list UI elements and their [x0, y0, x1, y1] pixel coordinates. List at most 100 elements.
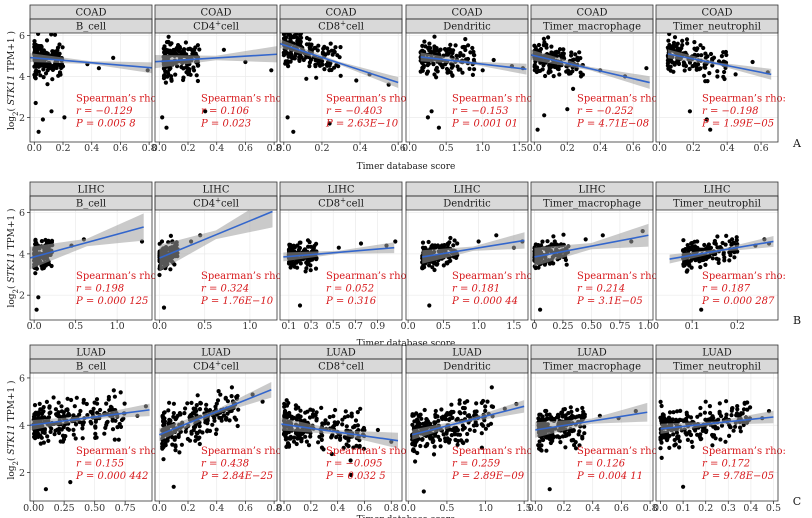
data-point: [699, 437, 703, 441]
data-point: [292, 440, 296, 444]
data-point: [112, 388, 116, 392]
data-point: [580, 436, 584, 440]
data-point: [552, 74, 556, 78]
data-point: [666, 61, 670, 65]
stat-heading: Spearman’s rho:: [452, 446, 536, 457]
x-tick-label: 0.0: [152, 503, 167, 514]
data-point: [672, 41, 676, 45]
data-point: [676, 436, 680, 440]
data-point: [218, 393, 222, 397]
data-point: [698, 43, 702, 47]
data-point: [236, 424, 240, 428]
data-point: [185, 401, 189, 405]
x-tick-label: 0.1: [685, 321, 700, 332]
data-point: [644, 66, 648, 70]
data-point: [167, 418, 171, 422]
data-point: [677, 445, 681, 449]
panel-letter: A: [792, 137, 802, 150]
data-point: [174, 416, 178, 420]
x-axis-title: Timer database score: [357, 162, 456, 172]
data-point: [567, 70, 571, 74]
data-point: [431, 438, 435, 442]
data-point: [299, 415, 303, 419]
data-point: [53, 432, 57, 436]
data-point: [286, 59, 290, 63]
data-point: [291, 130, 295, 134]
data-point: [169, 234, 173, 238]
data-point: [485, 400, 489, 404]
data-point: [45, 38, 49, 42]
data-point: [199, 401, 203, 405]
data-point: [732, 429, 736, 433]
strip-cancer-label: COAD: [325, 8, 356, 19]
data-point: [685, 37, 689, 41]
facet-coad-cd4: COADCD4+cellSpearman’s rho:r = 0.106P = …: [152, 5, 285, 154]
data-point: [294, 261, 298, 265]
x-tick-label: 0.2: [556, 503, 571, 514]
x-tick-label: 0.2: [686, 143, 701, 154]
data-point: [448, 236, 452, 240]
data-point: [722, 252, 726, 256]
data-point: [160, 442, 164, 446]
data-point: [682, 62, 686, 66]
data-point: [37, 130, 41, 134]
data-point: [311, 415, 315, 419]
x-tick-label: 0.0: [528, 503, 543, 514]
data-point: [233, 416, 237, 420]
data-point: [58, 63, 62, 67]
data-point: [705, 79, 709, 83]
data-point: [52, 67, 56, 71]
data-point: [742, 407, 746, 411]
data-point: [157, 273, 161, 277]
data-point: [540, 240, 544, 244]
x-tick-label: 0.0: [527, 143, 542, 154]
strip-cancer-label: LIHC: [454, 185, 481, 196]
data-point: [45, 400, 49, 404]
data-point: [703, 263, 707, 267]
data-point: [689, 433, 693, 437]
data-point: [658, 446, 662, 450]
facet-coad-b-cell: COADB_cellSpearman’s rho:r = −0.129P = 0…: [19, 5, 160, 154]
data-point: [290, 246, 294, 250]
data-point: [565, 263, 569, 267]
strip-cell-label: Timer_neutrophil: [673, 22, 761, 33]
stat-r: r = 0.198: [76, 284, 124, 295]
data-point: [548, 67, 552, 71]
stat-heading: Spearman’s rho:: [201, 271, 285, 282]
data-point: [82, 401, 86, 405]
x-tick-label: 0.1: [281, 321, 296, 332]
data-point: [569, 50, 573, 54]
data-point: [195, 73, 199, 77]
data-point: [724, 243, 728, 247]
data-point: [46, 439, 50, 443]
data-point: [449, 403, 453, 407]
data-point: [306, 238, 310, 242]
y-tick-label: 2: [19, 113, 25, 124]
x-tick-label: 0.00: [23, 503, 44, 514]
data-point: [192, 407, 196, 411]
facet-lihc-cd8: LIHCCD8+cellSpearman’s rho:r = 0.052P = …: [280, 182, 410, 332]
x-tick-label: 0.4: [84, 143, 99, 154]
data-point: [92, 407, 96, 411]
data-point: [439, 444, 443, 448]
data-point: [182, 411, 186, 415]
data-point: [543, 74, 547, 78]
x-tick-label: 0.4: [209, 143, 224, 154]
data-point: [186, 66, 190, 70]
data-point: [660, 404, 664, 408]
x-tick-label: 0.75: [609, 321, 630, 332]
data-point: [196, 393, 200, 397]
data-point: [299, 40, 303, 44]
data-point: [162, 76, 166, 80]
data-point: [427, 303, 431, 307]
data-point: [481, 68, 485, 72]
data-point: [412, 413, 416, 417]
data-point: [115, 425, 119, 429]
data-point: [542, 113, 546, 117]
data-point: [537, 447, 541, 451]
data-point: [180, 443, 184, 447]
data-point: [426, 70, 430, 74]
x-tick-label: 0.7: [348, 321, 363, 332]
data-point: [450, 74, 454, 78]
data-point: [344, 409, 348, 413]
